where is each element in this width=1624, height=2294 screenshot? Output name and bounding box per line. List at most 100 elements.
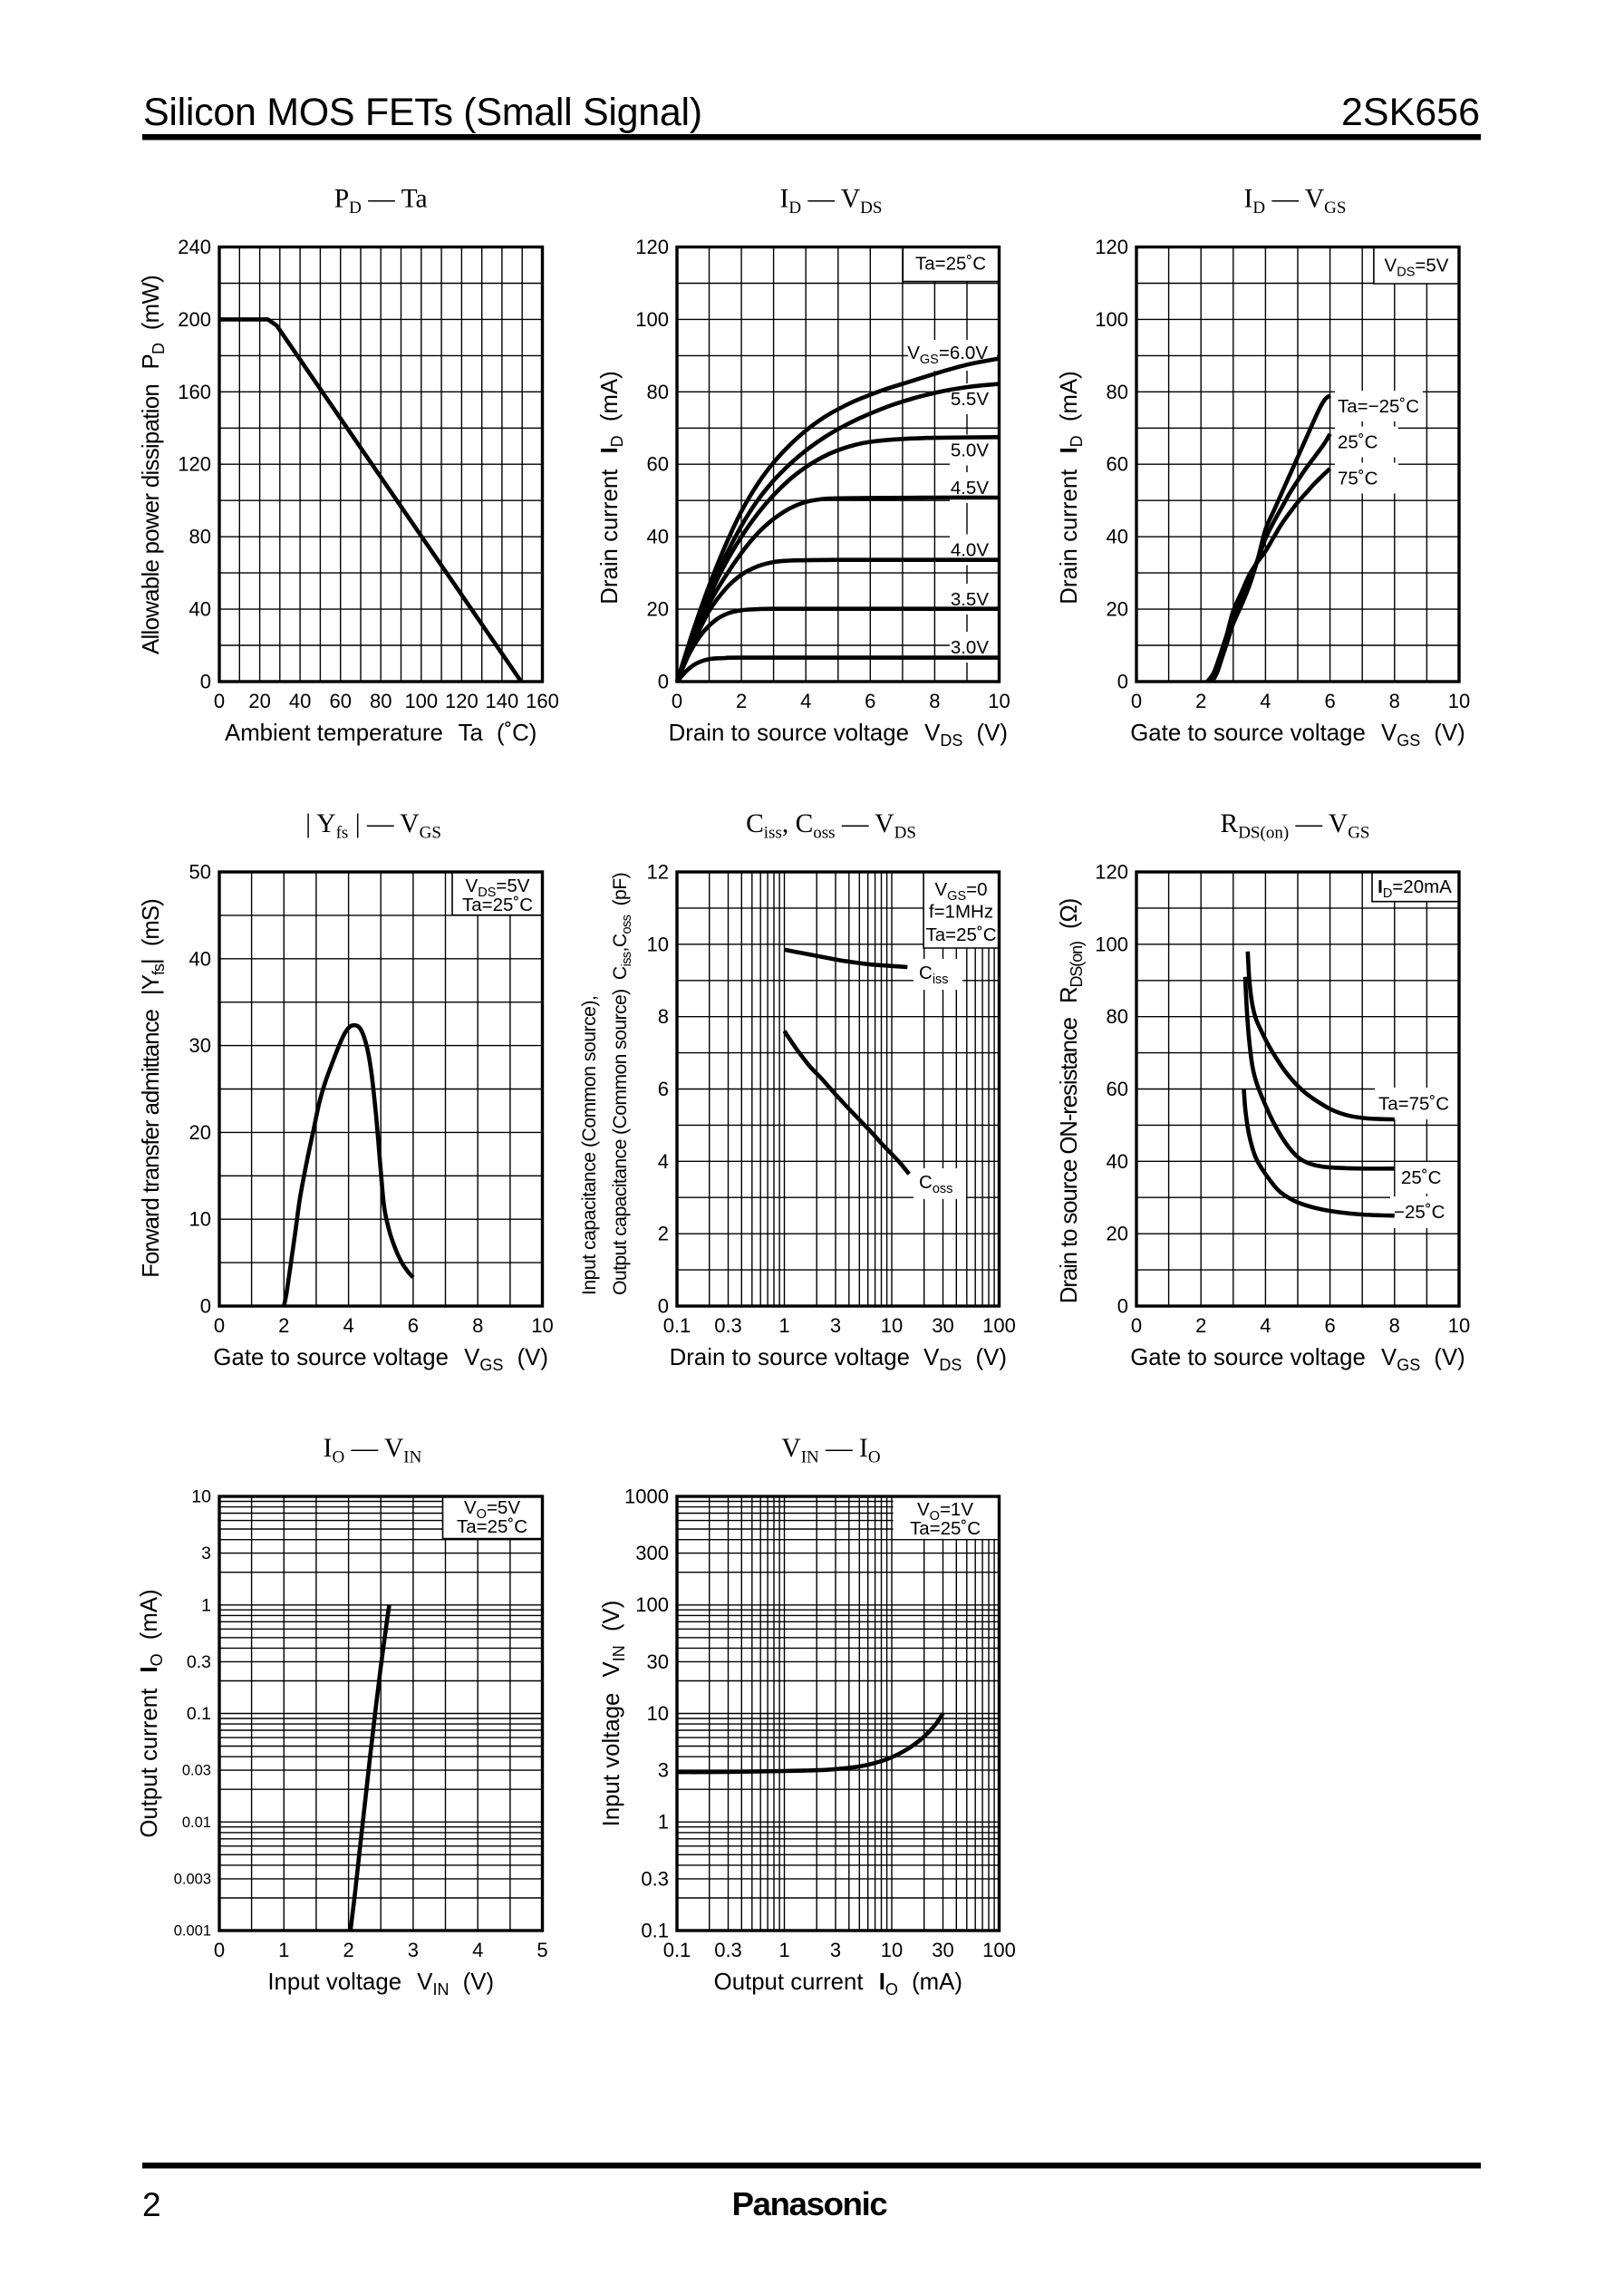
svg-text:6: 6 — [1324, 1314, 1335, 1337]
svg-text:0: 0 — [214, 1939, 225, 1961]
svg-text:4: 4 — [1260, 1314, 1271, 1337]
svg-text:0: 0 — [1131, 1314, 1142, 1337]
svg-text:3.5V: 3.5V — [951, 589, 989, 610]
svg-text:75˚C: 75˚C — [1338, 469, 1378, 489]
svg-text:VGS​=0: VGS​=0 — [934, 879, 987, 904]
svg-text:100: 100 — [635, 308, 669, 331]
svg-text:8: 8 — [1389, 1314, 1400, 1337]
svg-text:0: 0 — [214, 1314, 225, 1337]
svg-text:80: 80 — [189, 526, 211, 548]
svg-text:200: 200 — [178, 308, 211, 331]
svg-text:60: 60 — [1107, 453, 1128, 476]
svg-text:8: 8 — [472, 1314, 483, 1337]
svg-text:120: 120 — [1095, 861, 1128, 884]
svg-text:120: 120 — [1095, 236, 1128, 258]
svg-text:Output current IO​ (mA): Output current IO​ (mA) — [137, 1589, 166, 1837]
svg-text:120: 120 — [178, 453, 211, 476]
svg-text:100: 100 — [1095, 933, 1128, 955]
svg-text:Ciss​, Coss​ — VDS​: Ciss​, Coss​ — VDS​ — [746, 809, 916, 843]
svg-text:4: 4 — [1260, 690, 1271, 712]
svg-text:Coss​: Coss​ — [919, 1172, 952, 1196]
svg-text:0: 0 — [1131, 690, 1142, 712]
svg-text:5: 5 — [536, 1939, 547, 1961]
svg-text:100: 100 — [635, 1593, 669, 1616]
svg-text:2: 2 — [658, 1223, 669, 1245]
svg-text:10: 10 — [647, 933, 669, 955]
svg-text:1: 1 — [778, 1314, 789, 1337]
svg-text:100: 100 — [982, 1939, 1016, 1961]
svg-text:Ta=25˚C: Ta=25˚C — [910, 1518, 981, 1539]
svg-text:IO​ — VIN​: IO​ — VIN​ — [324, 1434, 422, 1467]
svg-text:Ta=−25˚C: Ta=−25˚C — [1338, 396, 1419, 417]
svg-text:30: 30 — [189, 1034, 211, 1057]
svg-text:6: 6 — [658, 1078, 669, 1100]
svg-text:5.5V: 5.5V — [951, 389, 989, 410]
svg-text:Ambient temperature Ta (˚C): Ambient temperature Ta (˚C) — [225, 721, 536, 746]
svg-text:0.1: 0.1 — [663, 1939, 691, 1961]
svg-text:100: 100 — [1095, 308, 1128, 331]
svg-text:VO​=5V: VO​=5V — [464, 1497, 520, 1522]
svg-text:5.0V: 5.0V — [951, 440, 989, 461]
svg-text:2: 2 — [278, 1314, 289, 1337]
svg-text:0.3: 0.3 — [714, 1314, 742, 1337]
svg-text:4: 4 — [472, 1939, 483, 1961]
svg-text:Input voltage VIN​ (V): Input voltage VIN​ (V) — [267, 1970, 494, 1999]
svg-text:Panasonic: Panasonic — [732, 2185, 888, 2222]
svg-text:PD​ — Ta: PD​ — Ta — [334, 185, 428, 218]
svg-text:Drain current ID​ (mA): Drain current ID​ (mA) — [1057, 371, 1086, 605]
svg-text:Drain to source voltage VDS​ (: Drain to source voltage VDS​ (V) — [669, 721, 1008, 750]
svg-text:Output capacitance (Common sou: Output capacitance (Common source) Ciss​… — [610, 873, 634, 1295]
svg-text:0.1: 0.1 — [187, 1704, 211, 1724]
svg-text:10: 10 — [531, 1314, 553, 1337]
svg-text:80: 80 — [1107, 1005, 1128, 1028]
svg-text:20: 20 — [1107, 598, 1128, 621]
svg-text:25˚C: 25˚C — [1401, 1167, 1442, 1188]
svg-text:1: 1 — [658, 1811, 669, 1834]
svg-text:40: 40 — [189, 947, 211, 970]
svg-text:4.5V: 4.5V — [951, 478, 989, 498]
svg-text:30: 30 — [932, 1314, 953, 1337]
svg-text:2: 2 — [343, 1939, 353, 1961]
svg-text:4.0V: 4.0V — [951, 540, 989, 561]
svg-text:0.003: 0.003 — [174, 1872, 211, 1888]
svg-text:140: 140 — [486, 690, 519, 712]
svg-text:Ta=25˚C: Ta=25˚C — [915, 254, 986, 275]
svg-text:2: 2 — [142, 2186, 161, 2223]
svg-text:Forward transfer admittance |Y: Forward transfer admittance |Yfs​| (mS) — [139, 899, 168, 1277]
svg-text:20: 20 — [647, 598, 669, 621]
svg-text:6: 6 — [865, 690, 875, 712]
svg-text:8: 8 — [1389, 690, 1400, 712]
svg-text:12: 12 — [647, 861, 669, 884]
svg-text:1: 1 — [778, 1939, 789, 1961]
svg-text:ID​ — VDS​: ID​ — VDS​ — [780, 185, 883, 218]
svg-text:4: 4 — [658, 1150, 669, 1173]
svg-text:80: 80 — [370, 690, 392, 712]
svg-text:8: 8 — [658, 1005, 669, 1028]
svg-text:| Yfs​ | — VGS​: | Yfs​ | — VGS​ — [305, 809, 441, 843]
svg-text:160: 160 — [526, 690, 559, 712]
svg-text:40: 40 — [189, 598, 211, 621]
svg-text:60: 60 — [1107, 1078, 1128, 1100]
svg-text:30: 30 — [932, 1939, 953, 1961]
svg-text:0: 0 — [214, 690, 225, 712]
svg-text:0.3: 0.3 — [641, 1867, 669, 1890]
svg-text:100: 100 — [982, 1314, 1016, 1337]
svg-text:VIN​ — IO​: VIN​ — IO​ — [781, 1434, 880, 1467]
svg-text:0: 0 — [200, 1295, 211, 1318]
svg-text:3: 3 — [830, 1939, 841, 1961]
svg-text:Drain current ID​ (mA): Drain current ID​ (mA) — [597, 371, 626, 605]
svg-text:20: 20 — [248, 690, 270, 712]
svg-text:10: 10 — [1448, 1314, 1470, 1337]
svg-text:8: 8 — [929, 690, 940, 712]
svg-text:Ta=25˚C: Ta=25˚C — [925, 924, 996, 945]
svg-text:120: 120 — [635, 236, 669, 258]
svg-text:100: 100 — [404, 690, 438, 712]
svg-text:Allowable power dissipation PD: Allowable power dissipation PD​ (mW) — [139, 276, 168, 654]
svg-text:VDS​=5V: VDS​=5V — [1385, 256, 1449, 280]
svg-text:6: 6 — [408, 1314, 419, 1337]
svg-text:40: 40 — [289, 690, 311, 712]
svg-text:40: 40 — [1107, 526, 1128, 548]
svg-text:0.001: 0.001 — [174, 1923, 211, 1940]
svg-text:3.0V: 3.0V — [951, 637, 989, 658]
svg-text:20: 20 — [189, 1121, 211, 1144]
